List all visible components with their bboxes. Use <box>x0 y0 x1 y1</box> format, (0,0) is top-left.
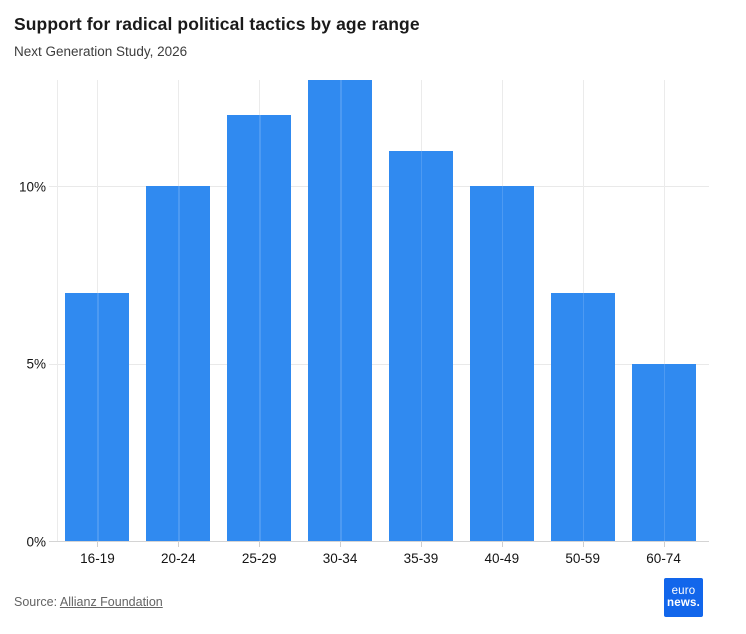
bar-center-gridline-overlay <box>582 292 585 541</box>
bar[interactable] <box>146 186 211 541</box>
bar-center-gridline-overlay <box>259 115 261 541</box>
v-gridline <box>663 80 665 541</box>
x-axis-category-label: 60-74 <box>646 551 681 566</box>
bar-center-gridline-overlay <box>663 363 666 541</box>
euronews-logo-line1: euro <box>671 585 696 597</box>
bar[interactable] <box>388 150 453 541</box>
x-axis-tick <box>97 542 99 547</box>
bar-center-gridline-overlay <box>340 80 342 541</box>
x-axis-tick <box>340 542 342 547</box>
y-axis-tick-label: 0% <box>26 534 46 549</box>
euronews-logo-line2: news. <box>667 596 700 609</box>
chart-subtitle: Next Generation Study, 2026 <box>14 44 188 59</box>
bar[interactable] <box>631 363 696 541</box>
source-line: Source: Allianz Foundation <box>14 595 163 609</box>
bar[interactable] <box>227 115 292 541</box>
x-axis-tick <box>501 542 503 547</box>
x-axis-category-label: 16-19 <box>80 551 115 566</box>
x-axis-category-label: 35-39 <box>403 551 439 566</box>
bar-center-gridline-overlay <box>420 150 423 541</box>
x-axis-category-label: 50-59 <box>565 551 600 566</box>
euronews-logo: euro news. <box>664 578 703 617</box>
x-axis-tick <box>259 542 261 547</box>
bar-center-gridline-overlay <box>501 186 504 541</box>
bar-center-gridline-overlay <box>178 186 180 541</box>
x-axis-tick <box>420 542 422 547</box>
h-gridline <box>49 186 709 188</box>
x-axis-tick <box>663 542 665 547</box>
source-prefix: Source: <box>14 595 60 609</box>
x-axis-tick <box>582 542 584 547</box>
x-axis-line <box>49 541 709 542</box>
x-axis-category-label: 25-29 <box>241 551 277 566</box>
x-axis-category-label: 40-49 <box>484 551 520 566</box>
bar[interactable] <box>550 292 615 541</box>
bar[interactable] <box>308 80 373 541</box>
source-link[interactable]: Allianz Foundation <box>59 595 163 609</box>
x-axis-tick <box>178 542 180 547</box>
bar[interactable] <box>65 292 130 541</box>
bar[interactable] <box>469 186 534 541</box>
bar-center-gridline-overlay <box>97 292 99 541</box>
y-axis-tick-label: 10% <box>18 179 46 195</box>
h-gridline <box>49 363 709 365</box>
chart-title: Support for radical political tactics by… <box>14 14 420 34</box>
x-axis-category-label: 30-34 <box>322 551 358 566</box>
y-axis-tick-label: 5% <box>26 356 46 372</box>
v-gridline-left-edge <box>57 80 58 541</box>
x-axis-category-label: 20-24 <box>161 551 196 566</box>
